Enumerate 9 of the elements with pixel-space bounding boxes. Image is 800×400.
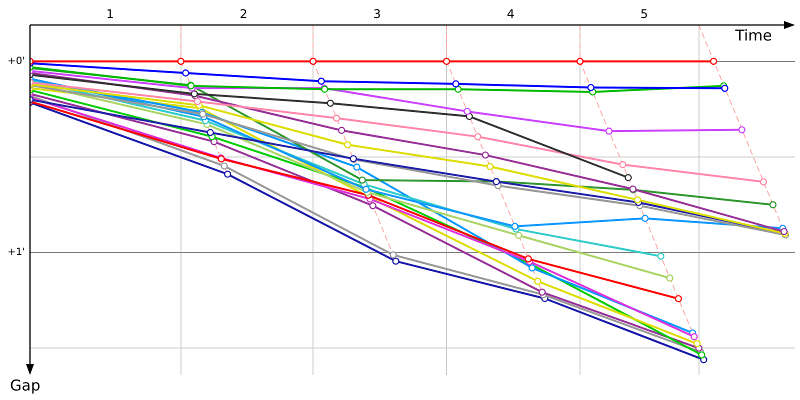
x-tick-label: 4 <box>506 6 514 21</box>
x-tick-label: 1 <box>106 6 114 21</box>
y-tick-label: +0' <box>8 56 25 67</box>
x-tick-label: 2 <box>240 6 248 21</box>
y-axis-title: Gap <box>10 376 40 394</box>
y-tick-label: +1' <box>8 247 25 258</box>
x-tick-label: 3 <box>373 6 381 21</box>
x-tick-label: 5 <box>640 6 648 21</box>
x-axis-title: Time <box>734 26 772 44</box>
